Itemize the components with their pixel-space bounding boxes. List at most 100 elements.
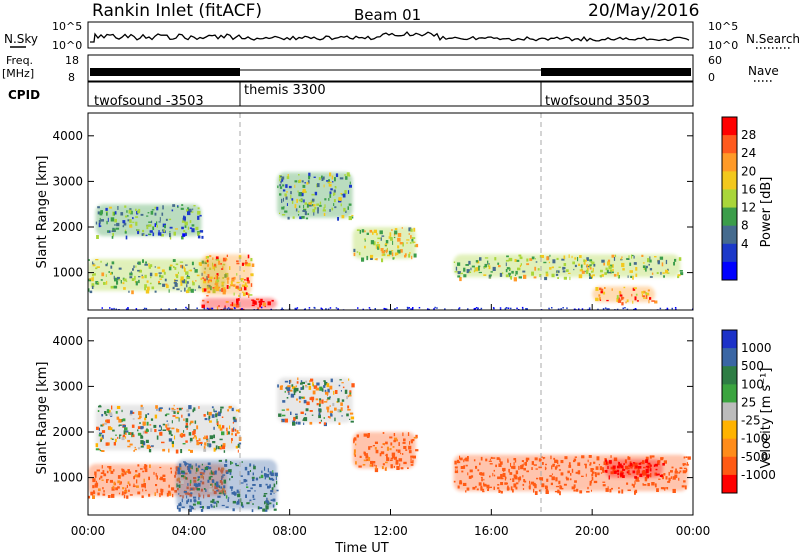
- power-cell: [164, 225, 166, 229]
- power-cell: [342, 193, 346, 198]
- power-ground-cell: [135, 308, 138, 310]
- velocity-cell: [253, 464, 255, 467]
- power-cell: [622, 268, 625, 271]
- power-ground-cell: [682, 311, 684, 313]
- power-cell: [621, 297, 625, 299]
- velocity-cell: [227, 409, 229, 412]
- velocity-cell: [190, 488, 193, 491]
- power-cell: [312, 204, 316, 207]
- power-cell: [316, 183, 320, 188]
- power-cell: [91, 285, 94, 289]
- power-cell: [194, 269, 198, 273]
- velocity-cell: [147, 413, 150, 415]
- velocity-cell: [98, 488, 101, 492]
- power-cell: [319, 201, 322, 205]
- power-cell: [128, 209, 132, 214]
- time-tick-label: 00:00: [71, 524, 106, 538]
- power-cell: [286, 191, 288, 193]
- velocity-cell: [158, 429, 162, 432]
- velocity-colorbar-tick-label: 25: [741, 395, 756, 409]
- velocity-cell: [213, 434, 215, 439]
- velocity-colorbar-swatch: [722, 384, 737, 403]
- velocity-cell: [108, 466, 112, 469]
- velocity-cell: [664, 487, 668, 489]
- power-cell: [144, 263, 148, 266]
- power-cell: [109, 206, 112, 209]
- velocity-cell: [193, 496, 197, 499]
- velocity-cell: [174, 435, 176, 440]
- power-cell: [231, 277, 235, 282]
- velocity-cell: [290, 411, 292, 415]
- power-ground-cell: [234, 307, 236, 310]
- velocity-cell: [457, 485, 460, 489]
- power-cell: [235, 285, 239, 289]
- velocity-cell: [122, 470, 126, 473]
- velocity-cell: [143, 478, 145, 483]
- power-cell: [254, 301, 257, 305]
- power-ground-cell: [407, 307, 409, 310]
- velocity-cell: [137, 464, 140, 467]
- velocity-cell: [309, 380, 311, 383]
- velocity-cell: [634, 476, 638, 479]
- power-cell: [194, 289, 196, 291]
- velocity-cell: [515, 487, 517, 490]
- power-ground-cell: [597, 308, 599, 310]
- power-cell: [97, 206, 100, 209]
- velocity-cell: [180, 480, 184, 485]
- power-cell: [531, 271, 534, 276]
- velocity-cell: [176, 505, 179, 510]
- velocity-cell: [679, 470, 682, 473]
- velocity-cell: [490, 456, 493, 459]
- power-cell: [649, 268, 653, 271]
- velocity-cell: [164, 414, 168, 417]
- velocity-cell: [99, 432, 103, 435]
- velocity-cell: [199, 501, 202, 505]
- velocity-cell: [238, 409, 241, 413]
- velocity-cell: [403, 446, 407, 449]
- power-cell: [361, 257, 365, 262]
- velocity-cell: [134, 446, 136, 449]
- power-cell: [516, 259, 520, 262]
- power-cell: [471, 265, 475, 268]
- power-cell: [414, 244, 416, 248]
- velocity-cell: [587, 459, 589, 463]
- power-colorbar-tick-label: 20: [741, 164, 756, 178]
- velocity-cell: [493, 474, 496, 477]
- power-ground-cell: [417, 311, 419, 313]
- velocity-cell: [185, 440, 188, 443]
- power-cell: [130, 271, 132, 274]
- velocity-cell: [363, 459, 367, 462]
- power-cell: [260, 298, 263, 301]
- power-cell: [129, 272, 133, 276]
- velocity-cell: [309, 421, 313, 425]
- velocity-cell: [196, 425, 199, 430]
- power-cell: [616, 295, 619, 299]
- power-cell: [333, 199, 336, 203]
- power-colorbar-tick-label: 16: [741, 182, 756, 196]
- power-cell: [411, 239, 414, 242]
- velocity-cell: [250, 487, 253, 490]
- velocity-cell: [100, 472, 105, 474]
- power-cell: [191, 228, 195, 233]
- velocity-cell: [495, 464, 497, 468]
- power-cell: [359, 229, 361, 234]
- power-cell: [307, 203, 309, 208]
- velocity-cell: [545, 463, 547, 466]
- power-ground-cell: [562, 310, 564, 312]
- power-cell: [264, 305, 266, 308]
- power-cell: [459, 277, 462, 282]
- velocity-cell: [372, 461, 376, 464]
- power-cell: [92, 264, 96, 267]
- power-ground-cell: [436, 307, 438, 309]
- velocity-cell: [270, 472, 274, 477]
- power-cell: [236, 262, 240, 265]
- velocity-cell: [121, 468, 123, 471]
- power-cell: [377, 237, 381, 240]
- power-cell: [294, 204, 297, 209]
- power-cell: [333, 192, 335, 196]
- power-cell: [91, 277, 94, 282]
- velocity-cell: [545, 490, 549, 494]
- velocity-cell: [504, 476, 507, 481]
- power-cell: [380, 237, 382, 241]
- velocity-cell: [492, 472, 494, 477]
